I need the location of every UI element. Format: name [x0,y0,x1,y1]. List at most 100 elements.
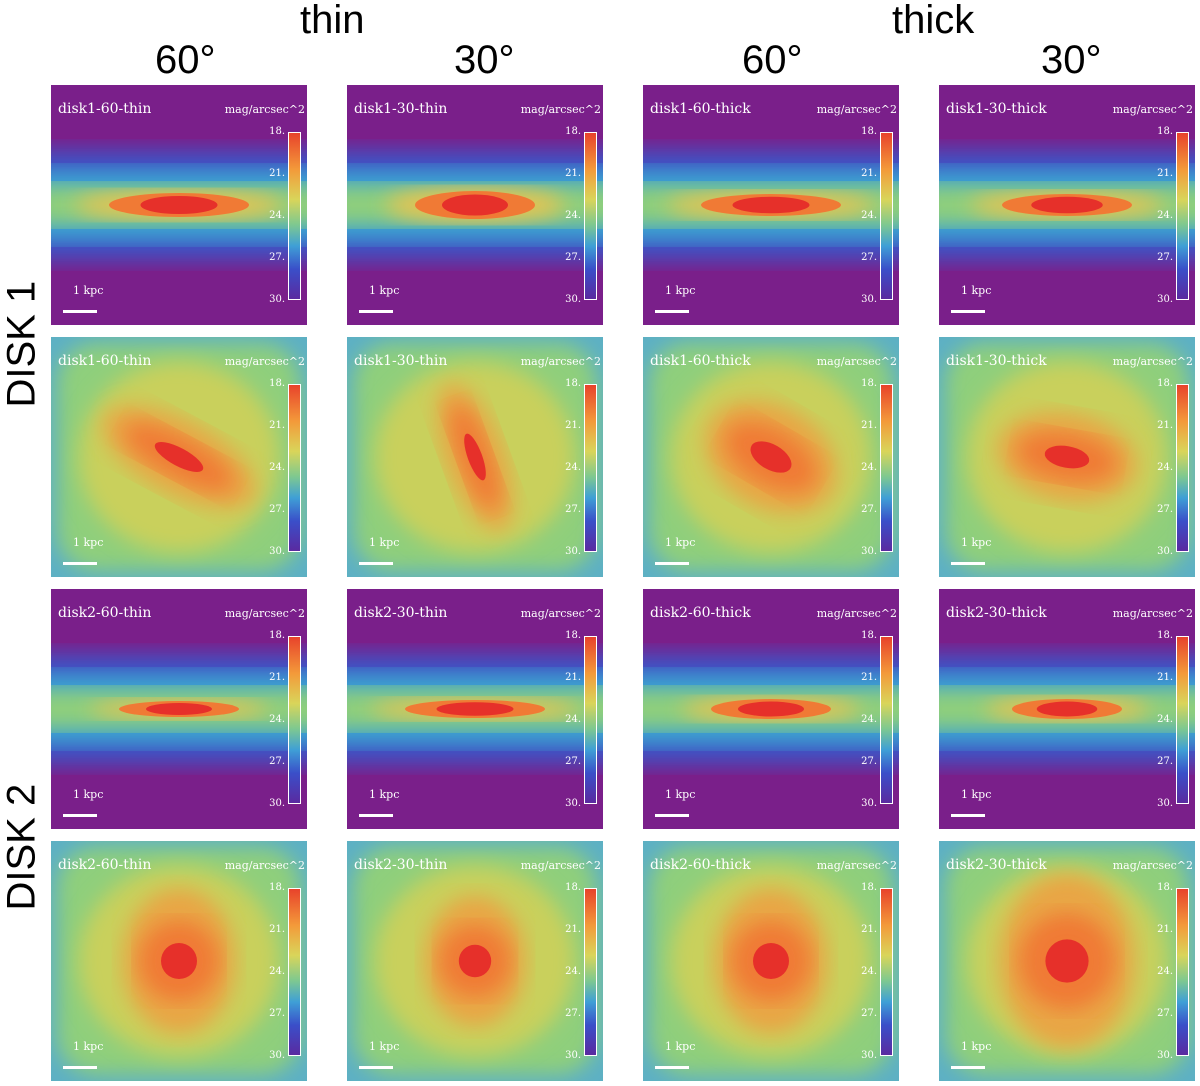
colorbar-unit: mag/arcsec^2 [816,859,897,872]
colorbar-tick: 30. [861,294,877,305]
galaxy-panel: disk1-30-thin mag/arcsec^2 18. 21. 24. 27. 30.… [347,85,603,325]
panel-title: disk1-30-thin [354,353,448,369]
colorbar-tick: 24. [269,462,285,473]
galaxy-panel: disk2-60-thick mag/arcsec^2 18. 21. 24. 27. 30… [643,841,899,1081]
scale-bar-label: 1 kpc [665,1040,696,1053]
header-angle-2: 30° [454,38,515,82]
galaxy-image [347,337,603,577]
colorbar-tick: 21. [861,420,877,431]
colorbar-tick: 18. [861,378,877,389]
colorbar-tick: 27. [861,504,877,515]
scale-bar [63,310,97,313]
header-angle-1: 60° [155,38,216,82]
colorbar-tick: 21. [861,168,877,179]
colorbar [1176,384,1189,552]
panel-title: disk1-60-thick [650,353,751,369]
colorbar-tick: 21. [269,168,285,179]
panel-title: disk2-30-thin [354,605,448,621]
colorbar-tick: 18. [1157,882,1173,893]
scale-bar [655,1066,689,1069]
colorbar-tick: 27. [1157,1008,1173,1019]
colorbar-tick: 30. [1157,1050,1173,1061]
colorbar-tick: 18. [1157,630,1173,641]
scale-bar-label: 1 kpc [665,788,696,801]
colorbar-tick: 30. [1157,798,1173,809]
colorbar-tick: 30. [1157,546,1173,557]
colorbar-tick: 30. [269,546,285,557]
colorbar [1176,132,1189,300]
colorbar-tick: 18. [565,126,581,137]
colorbar-tick: 24. [269,210,285,221]
colorbar-unit: mag/arcsec^2 [816,355,897,368]
colorbar [1176,636,1189,804]
colorbar-tick: 24. [269,714,285,725]
colorbar-tick: 30. [565,798,581,809]
colorbar-tick: 21. [565,420,581,431]
galaxy-image [939,841,1195,1081]
galaxy-panel: disk1-60-thick mag/arcsec^2 18. 21. 24. 27. 30… [643,337,899,577]
galaxy-image [643,150,899,260]
scale-bar-label: 1 kpc [665,284,696,297]
colorbar-tick: 30. [269,294,285,305]
galaxy-panel: disk2-60-thin mag/arcsec^2 18. 21. 24. 27. 30.… [51,589,307,829]
scale-bar [63,814,97,817]
galaxy-panel: disk2-30-thick mag/arcsec^2 18. 21. 24. 27. 30… [939,589,1195,829]
header-angle-4: 30° [1041,38,1102,82]
colorbar-tick: 18. [1157,126,1173,137]
galaxy-panel: disk2-60-thin mag/arcsec^2 18. 21. 24. 27. 30.… [51,841,307,1081]
colorbar-tick: 18. [269,630,285,641]
galaxy-panel: disk2-30-thin mag/arcsec^2 18. 21. 24. 27. 30.… [347,841,603,1081]
colorbar-tick: 21. [1157,672,1173,683]
colorbar-unit: mag/arcsec^2 [224,607,305,620]
galaxy-image [643,337,899,577]
colorbar [584,132,597,300]
colorbar-tick: 30. [861,1050,877,1061]
panel-title: disk2-30-thick [946,605,1047,621]
colorbar-tick: 30. [861,546,877,557]
colorbar-tick: 21. [861,924,877,935]
scale-bar [359,310,393,313]
colorbar-tick: 21. [565,924,581,935]
colorbar [288,888,301,1056]
colorbar-tick: 21. [1157,168,1173,179]
colorbar-tick: 21. [565,168,581,179]
scale-bar [655,562,689,565]
colorbar-tick: 30. [565,294,581,305]
colorbar-unit: mag/arcsec^2 [520,859,601,872]
panel-title: disk2-30-thick [946,857,1047,873]
colorbar [880,132,893,300]
colorbar-tick: 21. [1157,420,1173,431]
colorbar-unit: mag/arcsec^2 [1112,859,1193,872]
colorbar-tick: 18. [565,378,581,389]
colorbar-tick: 24. [861,462,877,473]
colorbar-unit: mag/arcsec^2 [224,103,305,116]
scale-bar [359,814,393,817]
galaxy-image [51,654,307,764]
galaxy-image [643,654,899,764]
scale-bar-label: 1 kpc [73,1040,104,1053]
colorbar-tick: 18. [269,882,285,893]
colorbar-tick: 24. [565,210,581,221]
colorbar-tick: 18. [269,126,285,137]
scale-bar [359,1066,393,1069]
colorbar [1176,888,1189,1056]
colorbar-unit: mag/arcsec^2 [224,355,305,368]
colorbar-tick: 27. [269,756,285,767]
row-label-disk1: DISK 1 [0,280,44,408]
scale-bar-label: 1 kpc [665,536,696,549]
galaxy-image [51,841,307,1081]
galaxy-panel: disk2-30-thick mag/arcsec^2 18. 21. 24. 27. 30… [939,841,1195,1081]
scale-bar [655,310,689,313]
galaxy-image [347,654,603,764]
colorbar-tick: 21. [565,672,581,683]
panel-title: disk1-60-thick [650,101,751,117]
colorbar-tick: 21. [269,420,285,431]
galaxy-panel: disk1-60-thick mag/arcsec^2 18. 21. 24. 27. 30… [643,85,899,325]
colorbar-tick: 27. [1157,756,1173,767]
scale-bar-label: 1 kpc [369,788,400,801]
panel-title: disk2-30-thin [354,857,448,873]
colorbar-unit: mag/arcsec^2 [816,607,897,620]
colorbar-unit: mag/arcsec^2 [520,355,601,368]
galaxy-image [347,841,603,1081]
galaxy-panel: disk1-30-thin mag/arcsec^2 18. 21. 24. 27. 30.… [347,337,603,577]
